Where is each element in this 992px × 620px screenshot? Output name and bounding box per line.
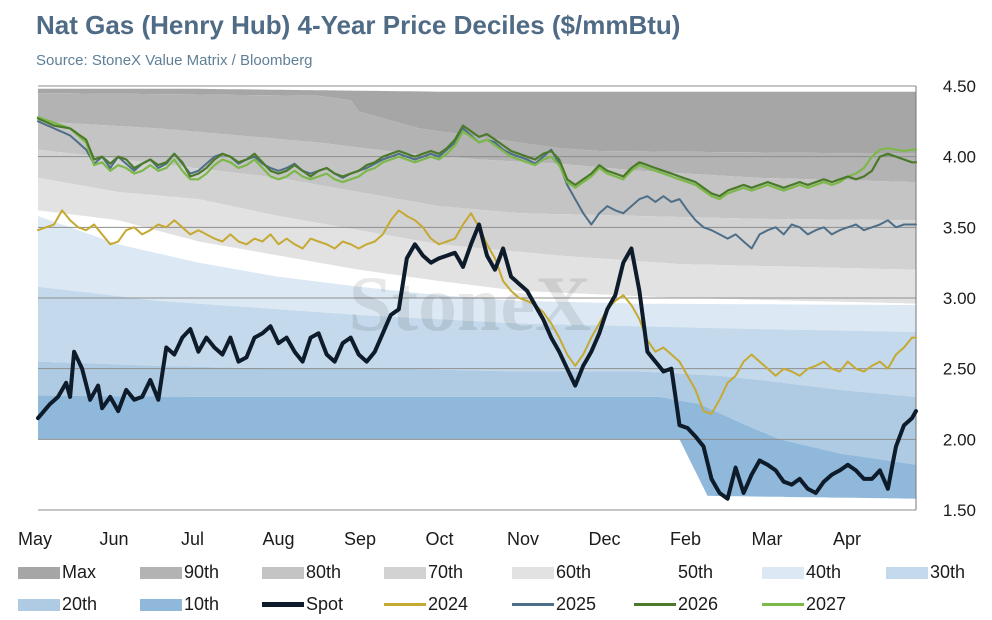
chart-subtitle: Source: StoneX Value Matrix / Bloomberg (36, 52, 313, 69)
legend-swatch (262, 567, 304, 579)
band-70th (38, 149, 916, 270)
band-90th (38, 93, 916, 183)
gridlines (38, 85, 917, 511)
y-tick-label: 4.50 (943, 77, 976, 96)
series-line-2024 (37, 209, 917, 415)
legend-label: 90th (184, 562, 220, 582)
y-tick-label: 3.50 (943, 218, 976, 237)
legend-label: 2026 (678, 594, 719, 614)
x-tick-label: Aug (263, 529, 295, 549)
x-tick-label: Apr (833, 529, 861, 549)
y-axis: 4.50 4.00 3.50 3.00 2.50 2.00 1.50 (943, 77, 976, 520)
band-10th (38, 395, 916, 499)
legend-swatch (634, 603, 676, 606)
x-tick-label: Nov (507, 529, 539, 549)
decile-bands (38, 88, 916, 512)
y-tick-label: 1.50 (943, 501, 976, 520)
x-tick-label: Feb (670, 529, 701, 549)
legend-label: Spot (306, 594, 344, 614)
legend-label: 20th (62, 594, 98, 614)
x-tick-label: Oct (426, 529, 454, 549)
watermark-text: StoneX (349, 260, 592, 347)
series-line-2026 (36, 117, 918, 198)
band-80th (38, 121, 916, 221)
x-tick-label: May (18, 529, 52, 549)
band-40th (38, 216, 916, 332)
legend-label: Max (62, 562, 97, 582)
legend-label: 10th (184, 594, 220, 614)
legend-label: 60th (556, 562, 592, 582)
legend-label: 80th (306, 562, 342, 582)
legend-swatch (512, 567, 554, 579)
legend-swatch (512, 603, 554, 606)
band-30th (38, 286, 916, 397)
legend-swatch (262, 602, 304, 607)
band-max (38, 88, 916, 154)
legend-label: 2027 (806, 594, 847, 614)
x-tick-label: Mar (752, 529, 783, 549)
legend-label: 50th (678, 562, 714, 582)
legend-label: 30th (930, 562, 966, 582)
legend-label: 40th (806, 562, 842, 582)
y-tick-label: 2.00 (943, 430, 976, 449)
legend-swatch (762, 603, 804, 606)
legend-label: 70th (428, 562, 464, 582)
x-tick-label: Jun (100, 529, 129, 549)
legend-swatch (18, 599, 60, 611)
x-axis: May Jun Jul Aug Sep Oct Nov Dec Feb Mar Apr (18, 529, 861, 549)
legend-swatch (18, 567, 60, 579)
band-50th (38, 210, 916, 306)
x-tick-label: Sep (344, 529, 376, 549)
band-floor (38, 439, 916, 512)
legend-swatch (634, 567, 676, 579)
legend-swatch (140, 599, 182, 611)
x-tick-label: Dec (589, 529, 621, 549)
chart-svg: StoneX 4.50 4.00 3.50 3.00 2.50 2.00 1.50 May J… (18, 77, 976, 549)
legend-swatch (886, 567, 928, 579)
legend-swatch (384, 603, 426, 606)
legend-label: 2024 (428, 594, 469, 614)
series-line-spot (36, 222, 918, 501)
x-tick-label: Jul (181, 529, 204, 549)
band-60th (38, 177, 916, 304)
legend-swatch (140, 567, 182, 579)
y-tick-label: 4.00 (943, 148, 976, 167)
legend-swatch (384, 567, 426, 579)
band-20th (38, 361, 916, 465)
legend-swatch (762, 567, 804, 579)
series-line-2027 (36, 116, 918, 201)
series-lines (36, 116, 918, 501)
y-tick-label: 2.50 (943, 360, 976, 379)
y-tick-label: 3.00 (943, 289, 976, 308)
chart-title: Nat Gas (Henry Hub) 4-Year Price Deciles… (36, 10, 681, 40)
legend-label: 2025 (556, 594, 597, 614)
